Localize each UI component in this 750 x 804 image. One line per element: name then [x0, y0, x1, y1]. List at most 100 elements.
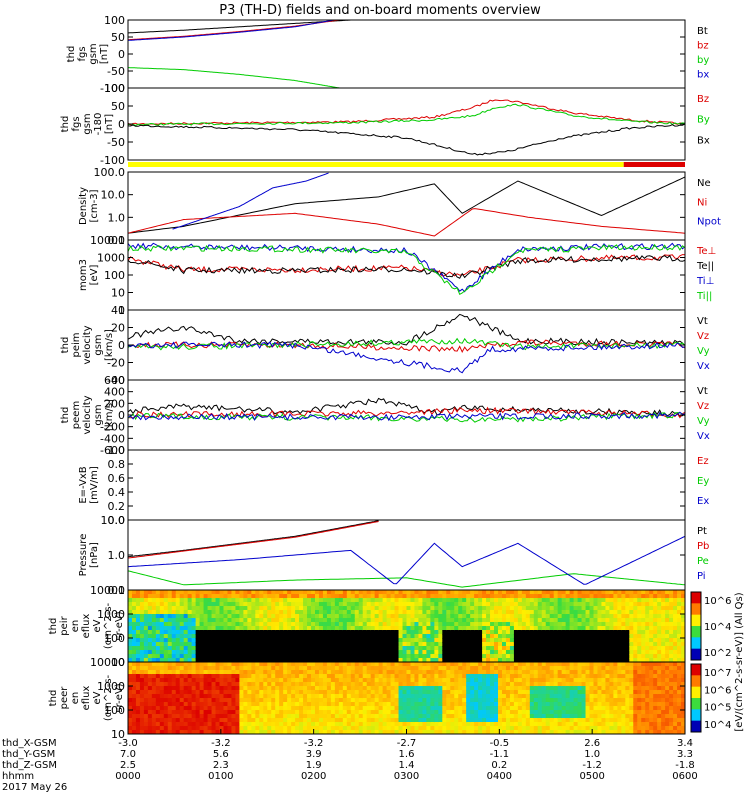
heatmap-cell: [438, 702, 443, 707]
heatmap-cell: [147, 626, 153, 631]
heatmap-cell: [362, 730, 368, 734]
heatmap-cell: [239, 678, 244, 683]
legend-entry: Vt: [697, 316, 708, 327]
heatmap-cell: [299, 722, 304, 727]
heatmap-cell: [629, 710, 634, 715]
heatmap-cell: [171, 678, 177, 683]
heatmap-cell: [621, 698, 626, 703]
heatmap-cell: [410, 626, 416, 631]
heatmap-cell: [299, 686, 304, 691]
heatmap-cell: [509, 726, 515, 731]
heatmap-cell: [498, 618, 503, 623]
heatmap-cell: [338, 598, 344, 603]
heatmap-cell: [490, 726, 495, 731]
heatmap-cell: [549, 674, 555, 679]
heatmap-cell: [239, 594, 244, 599]
heatmap-cell: [187, 610, 193, 615]
heatmap-cell: [637, 698, 642, 703]
heatmap-cell: [462, 646, 467, 651]
heatmap-cell: [474, 682, 479, 687]
heatmap-cell: [661, 618, 666, 623]
heatmap-cell: [243, 602, 248, 607]
heatmap-cell: [462, 638, 467, 643]
heatmap-cell: [649, 626, 654, 631]
heatmap-cell: [255, 682, 260, 687]
heatmap-cell: [617, 718, 622, 723]
heatmap-cell: [509, 678, 515, 683]
heatmap-cell: [275, 650, 280, 655]
heatmap-cell: [462, 598, 467, 603]
heatmap-cell: [430, 626, 435, 631]
heatmap-cell: [326, 590, 332, 595]
heatmap-cell: [386, 650, 392, 655]
heatmap-cell: [358, 674, 364, 679]
heatmap-cell: [442, 638, 447, 643]
heatmap-cell: [414, 678, 420, 683]
heatmap-cell: [386, 606, 392, 611]
heatmap-cell: [549, 614, 555, 619]
heatmap-cell: [490, 594, 495, 599]
heatmap-cell: [613, 638, 618, 643]
heatmap-cell: [446, 690, 451, 695]
heatmap-cell: [147, 674, 153, 679]
heatmap-cell: [231, 694, 237, 699]
heatmap-cell: [478, 610, 483, 615]
heatmap-cell: [577, 658, 583, 662]
heatmap-cell: [239, 702, 244, 707]
heatmap-cell: [617, 602, 622, 607]
heatmap-cell: [414, 650, 420, 655]
heatmap-cell: [581, 626, 587, 631]
heatmap-cell: [505, 594, 511, 599]
heatmap-cell: [418, 646, 424, 651]
heatmap-cell: [617, 702, 622, 707]
heatmap-cell: [549, 626, 555, 631]
heatmap-cell: [307, 654, 312, 659]
heatmap-cell: [533, 590, 539, 595]
heatmap-cell: [151, 714, 157, 719]
heatmap-cell: [187, 690, 193, 695]
heatmap-cell: [386, 658, 392, 662]
heatmap-cell: [183, 674, 189, 679]
heatmap-cell: [139, 634, 145, 639]
heatmap-cell: [410, 706, 416, 711]
heatmap-cell: [418, 606, 424, 611]
heatmap-cell: [211, 718, 217, 723]
heatmap-cell: [239, 646, 244, 651]
y-tick-label: 1: [118, 304, 125, 317]
heatmap-cell: [390, 662, 396, 667]
heatmap-cell: [605, 602, 611, 607]
heatmap-cell: [171, 650, 177, 655]
heatmap-cell: [505, 718, 511, 723]
heatmap-cell: [247, 658, 252, 662]
heatmap-cell: [641, 610, 646, 615]
heatmap-cell: [231, 686, 237, 691]
heatmap-cell: [155, 662, 161, 667]
heatmap-cell: [147, 702, 153, 707]
heatmap-cell: [398, 638, 404, 643]
heatmap-cell: [191, 614, 197, 619]
heatmap-cell: [641, 602, 646, 607]
heatmap-cell: [641, 598, 646, 603]
heatmap-cell: [235, 710, 240, 715]
heatmap-cell: [231, 718, 237, 723]
heatmap-cell: [625, 726, 630, 731]
heatmap-cell: [215, 674, 221, 679]
heatmap-cell: [466, 634, 471, 639]
heatmap-cell: [326, 666, 332, 671]
heatmap-cell: [422, 626, 427, 631]
heatmap-cell: [167, 638, 173, 643]
heatmap-cell: [533, 638, 539, 643]
heatmap-cell: [235, 650, 240, 655]
heatmap-cell: [509, 622, 515, 627]
heatmap-cell: [311, 590, 316, 595]
heatmap-cell: [474, 618, 479, 623]
heatmap-cell: [223, 642, 229, 647]
heatmap-cell: [430, 594, 435, 599]
heatmap-cell: [442, 694, 447, 699]
heatmap-cell: [553, 666, 559, 671]
heatmap-cell: [414, 722, 420, 727]
heatmap-cell: [509, 690, 515, 695]
heatmap-cell: [171, 674, 177, 679]
legend-entry: Vt: [697, 386, 708, 397]
heatmap-cell: [147, 646, 153, 651]
